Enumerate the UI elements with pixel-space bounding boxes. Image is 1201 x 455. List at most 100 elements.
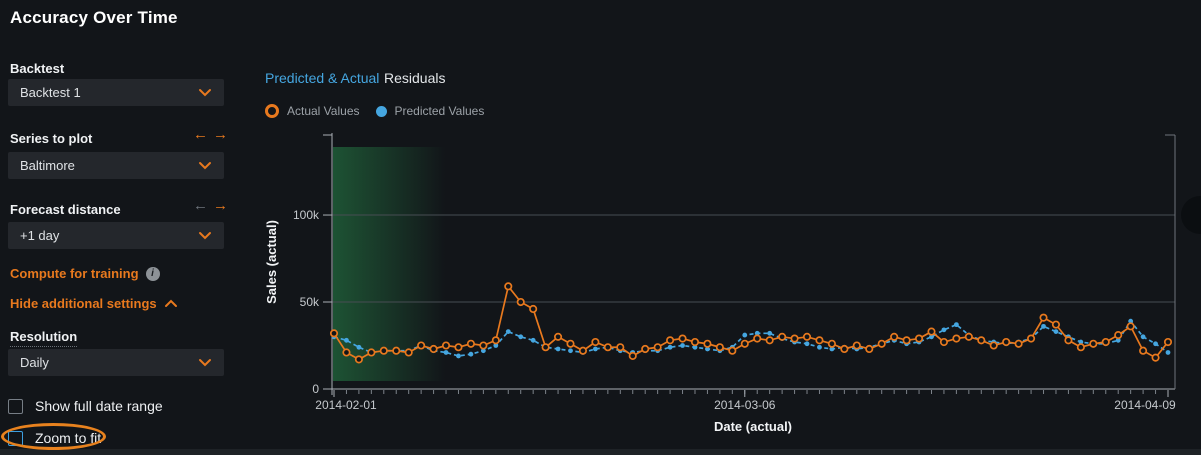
data-point-actual [417, 341, 426, 350]
data-point-actual [454, 343, 463, 352]
chevron-down-icon [199, 359, 211, 367]
data-point-actual [815, 336, 824, 345]
data-point-actual [1027, 334, 1036, 343]
compute-for-training-label: Compute for training [10, 266, 139, 281]
data-point-predicted [680, 343, 685, 348]
data-point-actual [927, 327, 936, 336]
data-point-predicted [829, 346, 835, 352]
chevron-down-icon [199, 89, 211, 97]
tab-residuals[interactable]: Residuals [384, 70, 446, 86]
y-tick-label: 0 [312, 382, 319, 396]
series-line-predicted [333, 319, 1169, 357]
data-point-actual [964, 332, 973, 341]
data-point-actual [1076, 343, 1085, 352]
data-point-actual [728, 346, 737, 355]
show-full-date-range-checkbox[interactable] [8, 398, 23, 414]
data-point-predicted [468, 351, 474, 357]
chart-legend: Actual Values Predicted Values [265, 104, 484, 118]
data-point-actual [865, 344, 874, 354]
resolution-dropdown[interactable]: Daily [8, 349, 224, 376]
data-point-predicted [443, 350, 449, 355]
cutoff-floating-button[interactable] [1181, 196, 1201, 234]
backtest-dropdown[interactable]: Backtest 1 [8, 79, 224, 106]
data-point-actual [1064, 336, 1073, 345]
data-point-predicted [667, 344, 673, 350]
data-point-predicted [767, 330, 773, 336]
data-point-actual [329, 329, 339, 338]
data-point-actual [554, 332, 563, 341]
data-point-actual [628, 351, 637, 360]
zoom-to-fit-checkbox[interactable] [8, 430, 23, 446]
data-point-predicted [941, 327, 947, 333]
data-point-actual [852, 341, 861, 350]
bottom-panel-edge [0, 449, 1201, 455]
data-point-predicted [593, 346, 598, 352]
data-point-actual [504, 282, 513, 291]
data-point-actual [441, 341, 451, 350]
tab-predicted-and-actual[interactable]: Predicted & Actual [265, 70, 380, 86]
y-tick-label: 100k [293, 208, 320, 222]
x-axis-title: Date (actual) [714, 419, 792, 434]
legend-label-actual: Actual Values [287, 104, 360, 118]
chevron-down-icon [199, 162, 211, 170]
page-title: Accuracy Over Time [10, 8, 178, 27]
data-point-actual [641, 344, 650, 354]
data-point-predicted [530, 337, 536, 343]
data-point-actual [404, 348, 413, 357]
data-point-predicted [953, 322, 959, 328]
data-point-actual [890, 332, 899, 341]
data-point-actual [566, 339, 575, 348]
data-point-actual [479, 341, 488, 350]
data-point-actual [1039, 313, 1048, 322]
legend-item-actual[interactable]: Actual Values [265, 104, 360, 118]
resolution-label: Resolution [10, 329, 78, 347]
data-point-actual [939, 337, 948, 347]
data-point-predicted [754, 330, 760, 336]
series-prev-arrow-icon[interactable]: ← [193, 126, 208, 143]
show-full-date-range-option[interactable]: Show full date range [8, 398, 163, 414]
data-point-actual [1002, 337, 1011, 347]
backtest-label: Backtest [10, 61, 65, 76]
backtest-dropdown-value: Backtest 1 [20, 85, 81, 100]
data-point-actual [977, 336, 986, 345]
filled-circle-marker-icon [375, 105, 387, 117]
series-to-plot-dropdown[interactable]: Baltimore [8, 152, 224, 179]
data-point-actual [827, 339, 836, 348]
zoom-to-fit-label: Zoom to fit [35, 430, 102, 446]
data-point-predicted [742, 332, 748, 338]
data-point-actual [989, 341, 998, 350]
plot-area[interactable]: 0 50k 100k 2014-02-01 2014-03-06 2014-04-09 [293, 133, 1176, 412]
forecast-next-arrow-icon[interactable]: → [213, 197, 228, 214]
compute-for-training-link[interactable]: Compute for training i [10, 266, 160, 281]
data-point-actual [491, 336, 500, 345]
forecast-distance-dropdown[interactable]: +1 day [8, 222, 224, 249]
series-to-plot-dropdown-value: Baltimore [20, 158, 75, 173]
data-point-actual [678, 334, 687, 343]
data-point-actual [902, 336, 911, 345]
data-point-actual [790, 334, 799, 343]
forecast-prev-arrow-icon[interactable]: ← [193, 197, 208, 214]
data-point-actual [516, 297, 525, 307]
data-point-predicted [1165, 350, 1171, 355]
data-point-actual [429, 344, 438, 354]
data-point-predicted [804, 341, 810, 347]
chevron-down-icon [199, 232, 211, 240]
data-point-predicted [692, 344, 698, 350]
data-point-actual [392, 346, 401, 355]
data-point-predicted [493, 343, 499, 348]
info-icon[interactable]: i [145, 266, 160, 281]
open-circle-marker-icon [265, 104, 279, 118]
data-point-actual [616, 343, 625, 352]
data-point-actual [541, 343, 550, 352]
zoom-to-fit-option[interactable]: Zoom to fit [8, 430, 101, 446]
data-point-predicted [1053, 329, 1059, 334]
legend-item-predicted[interactable]: Predicted Values [375, 104, 484, 118]
hide-additional-settings-link[interactable]: Hide additional settings [10, 296, 178, 311]
data-point-predicted [480, 348, 486, 354]
data-point-predicted [929, 334, 934, 340]
series-next-arrow-icon[interactable]: → [213, 126, 228, 143]
y-axis-title: Sales (actual) [264, 220, 279, 304]
data-point-predicted [1078, 339, 1084, 345]
data-point-actual [1139, 346, 1148, 355]
